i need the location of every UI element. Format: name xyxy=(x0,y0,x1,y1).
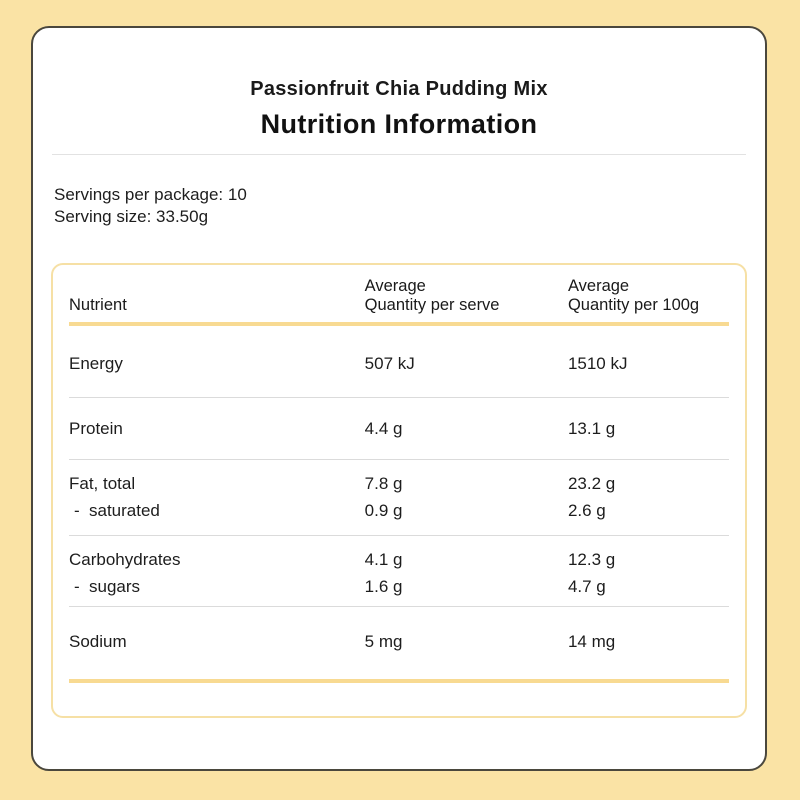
value-per-100g: 13.1 g xyxy=(567,419,616,438)
row-separator xyxy=(69,535,729,536)
value-per-serve: 5 mg xyxy=(364,632,403,651)
value-per-serve: 0.9 g xyxy=(364,501,403,520)
table-bottom-rule xyxy=(69,679,729,683)
table-header-row: Nutrient Average Quantity per serve Aver… xyxy=(69,277,729,326)
subitem-dash: - xyxy=(74,501,80,520)
value-per-100g: 23.2 g xyxy=(567,474,616,493)
nutrition-table-card: Nutrient Average Quantity per serve Aver… xyxy=(51,263,747,718)
table-row-fat-total: Fat, total 7.8 g 23.2 g xyxy=(69,460,729,497)
value-per-serve: 4.4 g xyxy=(364,419,403,438)
panel-title: Nutrition Information xyxy=(260,109,538,139)
nutrient-name: - saturated xyxy=(69,500,365,521)
value-per-serve: 507 kJ xyxy=(364,354,415,373)
servings-block: Servings per package: 10 Serving size: 3… xyxy=(54,184,744,228)
nutrient-name: Fat, total xyxy=(69,474,136,493)
value-per-100g: 2.6 g xyxy=(567,501,606,520)
product-name: Passionfruit Chia Pudding Mix xyxy=(250,78,548,100)
row-separator xyxy=(69,606,729,607)
nutrient-name: Energy xyxy=(69,354,123,373)
table-row-protein: Protein 4.4 g 13.1 g xyxy=(69,398,729,459)
nutrient-name: Protein xyxy=(69,419,123,438)
value-per-100g: 14 mg xyxy=(567,632,616,651)
servings-per-package: Servings per package: 10 xyxy=(54,185,247,204)
value-per-100g: 12.3 g xyxy=(567,550,616,569)
row-separator xyxy=(69,397,729,398)
subitem-dash: - xyxy=(74,577,80,596)
column-header-per-100g: Average Quantity per 100g xyxy=(567,277,700,314)
value-per-serve: 4.1 g xyxy=(364,550,403,569)
header-divider xyxy=(52,154,746,155)
nutrition-card: Passionfruit Chia Pudding Mix Nutrition … xyxy=(31,26,767,771)
nutrient-name: Sodium xyxy=(69,632,127,651)
value-per-serve: 1.6 g xyxy=(364,577,403,596)
table-row-carbohydrates: Carbohydrates 4.1 g 12.3 g xyxy=(69,536,729,573)
table-row-energy: Energy 507 kJ 1510 kJ xyxy=(69,326,729,397)
column-header-per-serve: Average Quantity per serve xyxy=(364,277,500,314)
value-per-100g: 1510 kJ xyxy=(567,354,628,373)
value-per-serve: 7.8 g xyxy=(364,474,403,493)
table-row-sugars: - sugars 1.6 g 4.7 g xyxy=(69,573,729,606)
column-header-nutrient: Nutrient xyxy=(69,296,127,314)
nutrient-name: - sugars xyxy=(69,576,365,597)
nutrient-name: Carbohydrates xyxy=(69,550,181,569)
value-per-100g: 4.7 g xyxy=(567,577,606,596)
table-row-saturated: - saturated 0.9 g 2.6 g xyxy=(69,497,729,535)
table-row-sodium: Sodium 5 mg 14 mg xyxy=(69,607,729,679)
row-separator xyxy=(69,459,729,460)
serving-size: Serving size: 33.50g xyxy=(54,207,209,226)
